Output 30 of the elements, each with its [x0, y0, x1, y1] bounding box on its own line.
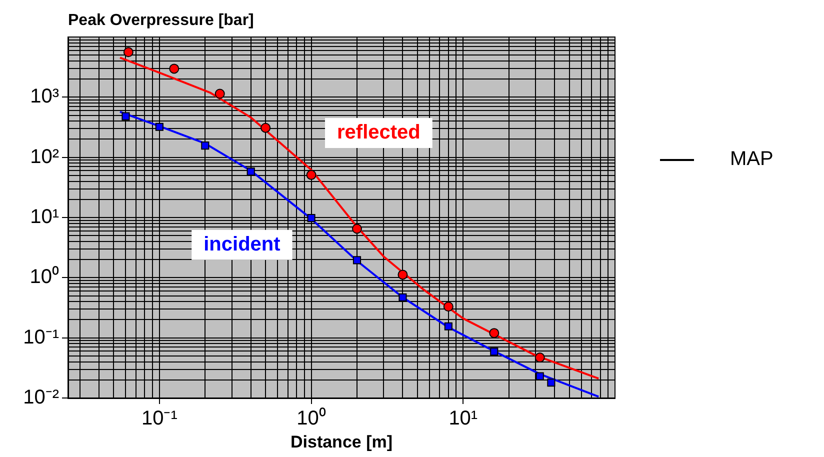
y-axis-title: Peak Overpressure [bar] — [68, 12, 254, 30]
point — [260, 122, 271, 133]
text: MAP — [730, 148, 774, 171]
point — [489, 328, 500, 338]
series-label: incident — [204, 233, 281, 256]
y-tick-label: 10⁰ — [30, 265, 59, 288]
point — [352, 224, 362, 234]
point — [214, 88, 225, 99]
y-tick-label: 10⁻¹ — [23, 326, 60, 348]
x-tick-label: 10⁻¹ — [141, 408, 178, 430]
point — [307, 214, 316, 222]
point — [536, 372, 544, 380]
y-tick-label: 10¹ — [30, 206, 60, 228]
x-tick-label: 10¹ — [448, 408, 478, 430]
y-tick-label: 10³ — [30, 86, 60, 108]
point — [352, 256, 362, 264]
x-tick-label: 10⁰ — [296, 406, 326, 430]
x-axis-title: Distance [m] — [290, 432, 393, 452]
point — [398, 270, 408, 280]
point — [398, 293, 407, 302]
point — [443, 302, 454, 312]
point — [490, 348, 498, 356]
y-tick-label: 10⁻² — [23, 386, 60, 409]
point — [306, 170, 316, 180]
series-label: reflected — [337, 122, 420, 144]
point — [169, 64, 180, 74]
y-tick-label: 10² — [30, 146, 60, 168]
point — [534, 352, 545, 363]
point — [444, 322, 452, 330]
point — [123, 47, 134, 58]
